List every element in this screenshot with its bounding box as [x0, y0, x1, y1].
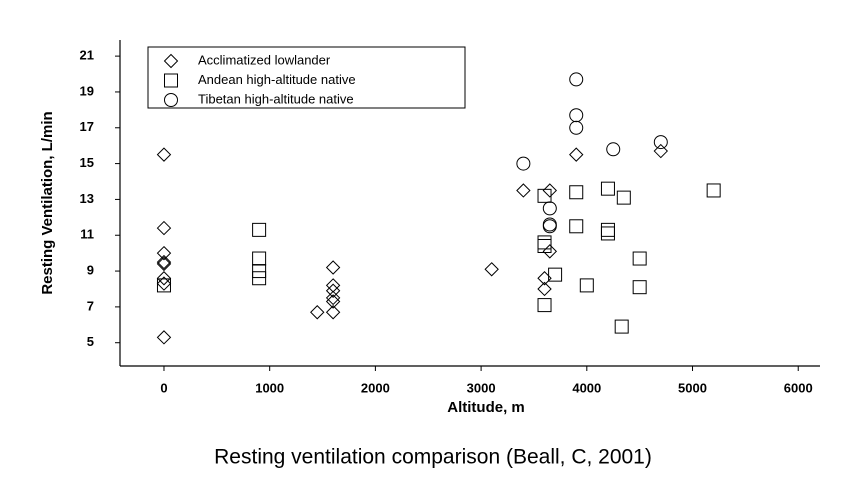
y-tick-label: 19 [80, 83, 94, 98]
data-point [252, 271, 267, 286]
data-point [606, 142, 621, 157]
data-point [325, 278, 341, 293]
data-point [156, 147, 172, 162]
data-point [537, 281, 552, 297]
data-point [569, 147, 584, 162]
y-tick-label: 7 [87, 298, 94, 313]
data-point [537, 235, 552, 250]
data-point [579, 278, 594, 293]
data-point [156, 330, 172, 345]
legend-label: Andean high-altitude native [198, 72, 356, 87]
y-tick-label: 11 [80, 227, 94, 242]
y-tick-label: 9 [87, 263, 94, 278]
data-point [542, 219, 557, 234]
data-point [537, 238, 552, 253]
data-point [542, 183, 558, 198]
y-tick-label: 15 [80, 155, 94, 170]
x-tick-label: 2000 [361, 380, 390, 395]
y-tick-label: 13 [80, 191, 94, 206]
legend-marker [164, 73, 178, 88]
data-point [569, 72, 584, 87]
data-point [325, 305, 341, 320]
data-point [653, 135, 668, 150]
data-point [156, 256, 172, 272]
x-axis-title: Altitude, m [447, 399, 525, 416]
data-point [600, 181, 615, 196]
data-point [252, 251, 267, 266]
x-tick-label: 3000 [467, 380, 496, 395]
data-point [156, 245, 172, 261]
x-tick-label: 1000 [255, 380, 284, 395]
y-tick-label: 21 [80, 48, 94, 63]
y-tick-label: 17 [80, 119, 94, 134]
x-tick-label: 4000 [572, 380, 601, 395]
data-point [616, 190, 631, 205]
x-tick-label: 0 [160, 380, 167, 395]
data-point [542, 244, 558, 259]
data-point [537, 188, 552, 203]
data-point [569, 108, 584, 123]
data-point [548, 267, 563, 282]
legend-box [147, 46, 466, 109]
data-point [156, 271, 172, 286]
data-point [252, 264, 267, 279]
x-tick-label: 5000 [678, 380, 707, 395]
data-point [156, 220, 172, 236]
data-point [569, 219, 584, 234]
data-point [156, 276, 172, 291]
y-axis-title: Resting Ventilation, L/min [39, 111, 56, 294]
legend-label: Tibetan high-altitude native [198, 91, 354, 106]
data-point [156, 278, 171, 293]
data-point [600, 226, 615, 241]
data-point [325, 283, 341, 298]
y-tick-label: 5 [87, 334, 94, 349]
data-point [569, 185, 584, 200]
data-point [537, 298, 552, 313]
data-point [516, 183, 531, 198]
data-point [569, 120, 584, 135]
data-point [516, 156, 531, 171]
data-point [632, 280, 647, 295]
legend-label: Acclimatized lowlander [198, 52, 331, 67]
data-point [325, 260, 341, 275]
legend-marker [163, 53, 179, 69]
x-tick-label: 6000 [784, 380, 813, 395]
data-point [156, 254, 172, 270]
data-point [310, 305, 325, 320]
data-point [325, 294, 341, 309]
legend-marker [164, 93, 178, 107]
data-point [542, 201, 557, 216]
data-point [614, 319, 629, 334]
caption: Resting ventilation comparison (Beall, C… [214, 446, 652, 469]
data-point [252, 222, 267, 237]
data-point [325, 290, 341, 306]
data-point [653, 143, 669, 159]
data-point [632, 251, 647, 266]
data-point [484, 262, 499, 277]
data-point [706, 183, 721, 198]
data-point [600, 222, 615, 237]
